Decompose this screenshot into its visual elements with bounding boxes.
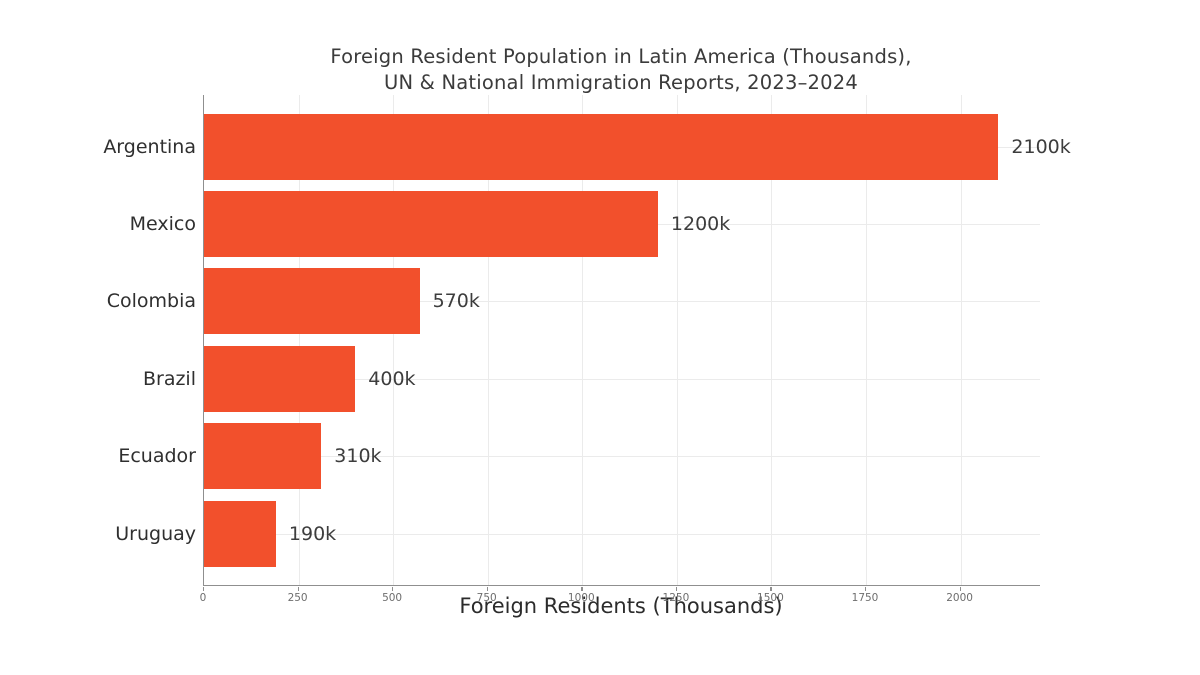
bar-value-label-ecuador: 310k	[334, 445, 382, 468]
x-tick-mark-1750	[865, 587, 867, 591]
gridline-horizontal-brazil	[204, 378, 1040, 380]
x-tick-label-750: 750	[476, 592, 497, 604]
bar-argentina	[204, 113, 999, 180]
x-tick-mark-2000	[959, 587, 961, 591]
x-tick-mark-1000	[581, 587, 583, 591]
category-label-uruguay: Uruguay	[115, 522, 196, 545]
category-label-brazil: Brazil	[142, 367, 196, 390]
bar-value-label-mexico: 1200k	[670, 212, 731, 235]
x-tick-label-1000: 1000	[567, 592, 595, 604]
x-axis-label: Foreign Residents (Thousands)	[459, 594, 783, 618]
x-tick-mark-1500	[770, 587, 772, 591]
bar-colombia	[204, 268, 420, 335]
gridline-vertical-500	[393, 95, 395, 585]
x-tick-label-2000: 2000	[946, 592, 973, 604]
x-tick-label-1750: 1750	[851, 592, 879, 604]
x-tick-mark-750	[486, 587, 489, 591]
bar-uruguay	[204, 500, 276, 567]
bar-value-label-brazil: 400k	[368, 367, 416, 390]
gridline-horizontal-colombia	[204, 301, 1040, 303]
category-label-ecuador: Ecuador	[118, 445, 196, 468]
bar-ecuador	[204, 423, 322, 490]
x-tick-mark-0	[203, 587, 205, 591]
chart-title: Foreign Resident Population in Latin Ame…	[203, 44, 1039, 96]
chart-title-line2: UN & National Immigration Reports, 2023–…	[384, 71, 858, 94]
bar-value-label-uruguay: 190k	[288, 522, 337, 545]
x-tick-label-1250: 1250	[662, 592, 690, 604]
x-tick-mark-250	[297, 587, 299, 591]
gridline-vertical-1500	[771, 95, 773, 585]
category-label-argentina: Argentina	[103, 135, 196, 158]
bar-value-label-colombia: 570k	[432, 290, 480, 313]
x-tick-label-1500: 1500	[757, 592, 784, 604]
plot-area: 2100k 1200k 570k 400k 310k 190k	[203, 95, 1071, 586]
x-tick-label-500: 500	[382, 592, 403, 604]
x-tick-label-0: 0	[199, 592, 207, 604]
bar-value-label-argentina: 2100k	[1011, 135, 1071, 158]
chart-title-line1: Foreign Resident Population in Latin Ame…	[330, 45, 912, 68]
x-tick-mark-500	[392, 587, 394, 591]
gridline-vertical-1000	[582, 95, 584, 585]
gridline-vertical-250	[298, 95, 300, 585]
gridline-horizontal-ecuador	[204, 456, 1040, 458]
x-tick-mark-1250	[675, 587, 678, 591]
bar-brazil	[204, 345, 356, 412]
gridline-vertical-750	[487, 95, 489, 585]
category-label-colombia: Colombia	[106, 290, 196, 313]
gridline-vertical-2000	[960, 95, 962, 585]
gridline-horizontal-uruguay	[204, 533, 1040, 535]
gridline-vertical-1750	[866, 95, 867, 585]
gridline-vertical-1250	[676, 95, 678, 585]
category-label-mexico: Mexico	[129, 212, 196, 235]
x-tick-label-250: 250	[287, 592, 308, 604]
bar-mexico	[204, 190, 658, 257]
